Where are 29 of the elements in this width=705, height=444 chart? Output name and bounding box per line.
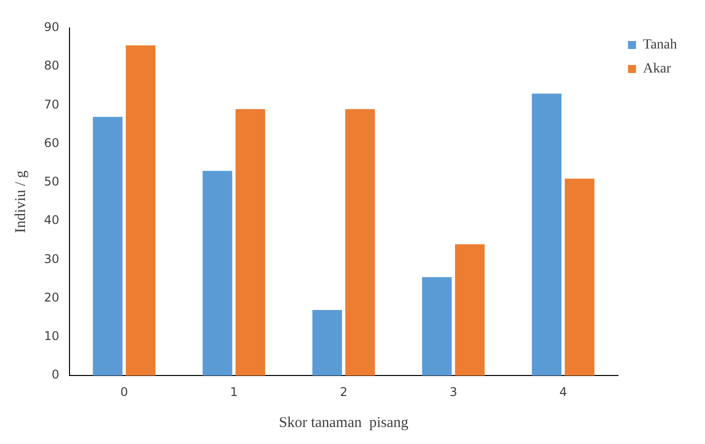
legend-label: Akar <box>643 62 672 77</box>
x-axis-title: Skor tanaman pisang <box>278 414 409 431</box>
y-tick-label: 10 <box>44 329 60 344</box>
bar <box>236 109 266 376</box>
bar <box>345 109 375 376</box>
bar <box>126 45 156 376</box>
x-tick-label: 0 <box>120 384 128 399</box>
y-tick-label: 0 <box>52 368 60 382</box>
y-axis-title: Indiviu / g <box>12 170 29 234</box>
bar <box>92 116 122 376</box>
y-tick-label: 80 <box>44 58 60 73</box>
y-tick-label: 40 <box>44 213 60 228</box>
bar <box>564 178 594 376</box>
bar <box>202 170 232 376</box>
legend-label: Tanah <box>643 38 678 53</box>
bar <box>455 244 485 376</box>
bar <box>312 310 342 376</box>
x-tick-label: 1 <box>230 384 238 399</box>
x-tick-label: 2 <box>340 384 348 399</box>
y-tick-label: 20 <box>44 290 60 304</box>
x-tick-label: 3 <box>450 384 458 399</box>
y-tick-label: 60 <box>44 136 60 150</box>
x-tick-label: 4 <box>559 384 567 399</box>
bar <box>422 277 452 376</box>
y-tick-label: 70 <box>44 97 60 112</box>
bar <box>532 94 562 376</box>
y-tick-label: 30 <box>44 252 60 266</box>
y-tick-label: 50 <box>44 174 60 189</box>
y-tick-label: 90 <box>44 20 60 34</box>
